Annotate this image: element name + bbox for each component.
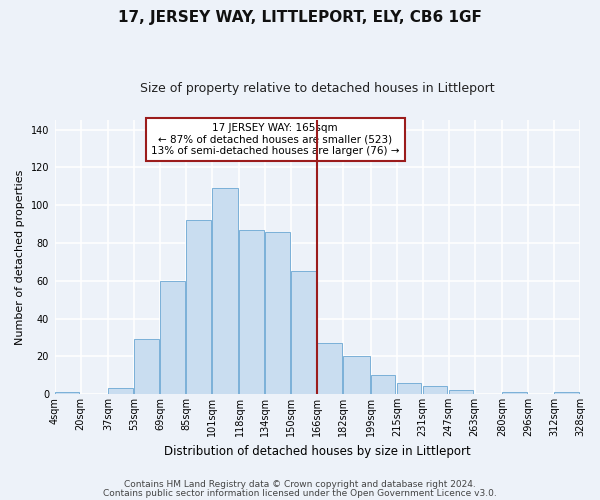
Text: 17, JERSEY WAY, LITTLEPORT, ELY, CB6 1GF: 17, JERSEY WAY, LITTLEPORT, ELY, CB6 1GF [118, 10, 482, 25]
Y-axis label: Number of detached properties: Number of detached properties [15, 170, 25, 345]
Bar [239, 230, 264, 394]
Bar [554, 392, 579, 394]
Bar [134, 340, 159, 394]
Bar [317, 343, 342, 394]
Title: Size of property relative to detached houses in Littleport: Size of property relative to detached ho… [140, 82, 494, 96]
X-axis label: Distribution of detached houses by size in Littleport: Distribution of detached houses by size … [164, 444, 470, 458]
Bar [449, 390, 473, 394]
Bar [397, 382, 421, 394]
Bar [292, 272, 316, 394]
Bar [55, 392, 79, 394]
Text: Contains public sector information licensed under the Open Government Licence v3: Contains public sector information licen… [103, 488, 497, 498]
Bar [343, 356, 370, 394]
Bar [212, 188, 238, 394]
Bar [160, 280, 185, 394]
Text: 17 JERSEY WAY: 165sqm
← 87% of detached houses are smaller (523)
13% of semi-det: 17 JERSEY WAY: 165sqm ← 87% of detached … [151, 123, 400, 156]
Text: Contains HM Land Registry data © Crown copyright and database right 2024.: Contains HM Land Registry data © Crown c… [124, 480, 476, 489]
Bar [108, 388, 133, 394]
Bar [502, 392, 527, 394]
Bar [265, 232, 290, 394]
Bar [371, 375, 395, 394]
Bar [423, 386, 448, 394]
Bar [186, 220, 211, 394]
